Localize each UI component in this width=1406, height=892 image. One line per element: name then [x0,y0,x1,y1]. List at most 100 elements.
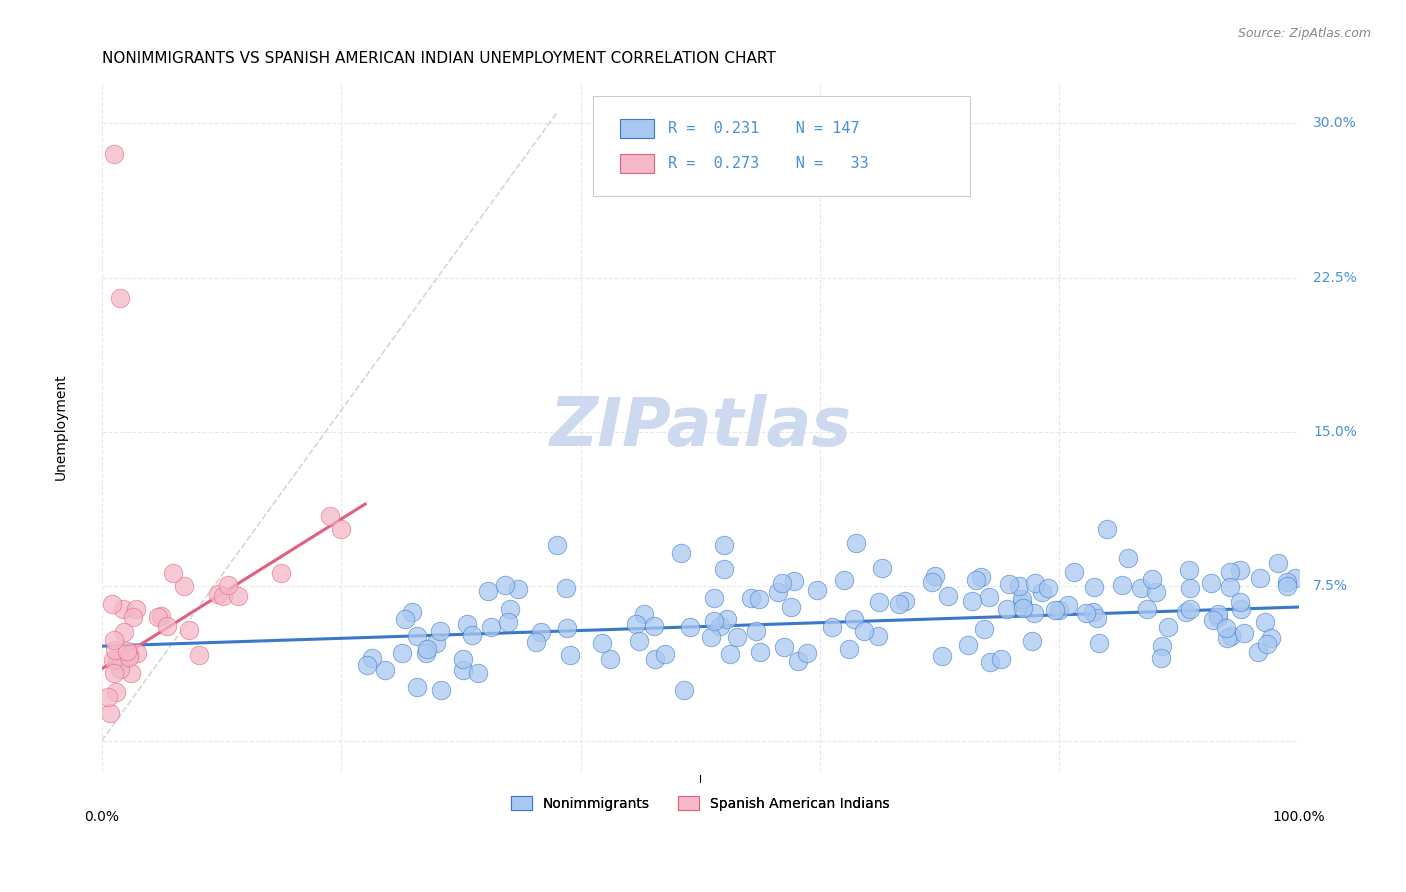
Point [1045,602,1067,616]
Point [98,706,121,720]
Point [103,147,125,161]
Point [425,636,447,650]
Point [499,602,522,616]
Point [644,651,666,665]
FancyBboxPatch shape [620,153,654,173]
Point [467,666,489,681]
Point [530,625,553,640]
Point [1180,581,1202,595]
Point [1275,579,1298,593]
Point [430,683,453,698]
Point [1011,601,1033,615]
Point [628,634,651,648]
Point [744,624,766,639]
Legend: Nonimmigrants, Spanish American Indians: Nonimmigrants, Spanish American Indians [506,790,896,816]
Point [97,690,120,704]
Point [506,582,529,596]
Point [1275,574,1298,589]
Point [748,591,770,606]
Point [1047,603,1070,617]
Point [1150,651,1173,665]
Point [845,536,868,550]
Point [270,566,292,580]
Point [108,291,131,305]
Point [868,595,890,609]
Point [1178,562,1201,576]
Point [156,619,179,633]
Point [970,570,993,584]
Point [995,602,1018,616]
Point [782,574,804,589]
Point [1021,633,1043,648]
Point [654,647,676,661]
Point [101,597,124,611]
Point [1175,605,1198,619]
Point [936,589,959,603]
Point [479,620,502,634]
Point [554,581,576,595]
Point [1036,582,1059,596]
Point [643,618,665,632]
Point [103,665,125,680]
Point [496,615,519,629]
Point [494,578,516,592]
Text: R =  0.273    N =   33: R = 0.273 N = 33 [668,156,869,171]
Point [1156,620,1178,634]
Point [1087,636,1109,650]
Point [1111,578,1133,592]
Point [125,602,148,616]
Point [110,652,132,666]
Point [361,650,384,665]
Point [429,624,451,639]
Text: 7.5%: 7.5% [1313,580,1348,593]
Point [591,636,613,650]
Point [456,616,478,631]
Point [460,628,482,642]
Point [406,681,429,695]
Point [669,546,692,560]
Point [105,652,128,666]
Text: 0.0%: 0.0% [84,810,120,823]
Point [796,646,818,660]
Point [406,629,429,643]
Point [1206,607,1229,621]
Point [1233,625,1256,640]
Point [177,623,200,637]
Point [451,652,474,666]
FancyBboxPatch shape [592,96,970,196]
Point [1144,585,1167,599]
Point [1216,631,1239,645]
Point [866,629,889,643]
Point [931,649,953,664]
Text: Unemployment: Unemployment [55,374,67,480]
Point [356,658,378,673]
Point [713,562,735,576]
Point [1024,576,1046,591]
Point [837,642,859,657]
Point [1219,565,1241,579]
Point [319,509,342,524]
Point [1284,571,1306,585]
Point [1260,631,1282,645]
Point [1140,572,1163,586]
Point [1063,565,1085,579]
Point [477,583,499,598]
Point [217,578,239,592]
Point [740,591,762,605]
Point [401,605,423,619]
Point [924,569,946,583]
Point [832,573,855,587]
Point [716,612,738,626]
Point [1136,602,1159,616]
Point [599,651,621,665]
Point [703,591,725,605]
Point [852,624,875,639]
Point [921,575,943,590]
Point [226,590,249,604]
Point [330,522,353,536]
Point [173,579,195,593]
Point [1254,615,1277,629]
Point [1024,606,1046,620]
Point [887,597,910,611]
Point [679,620,702,634]
